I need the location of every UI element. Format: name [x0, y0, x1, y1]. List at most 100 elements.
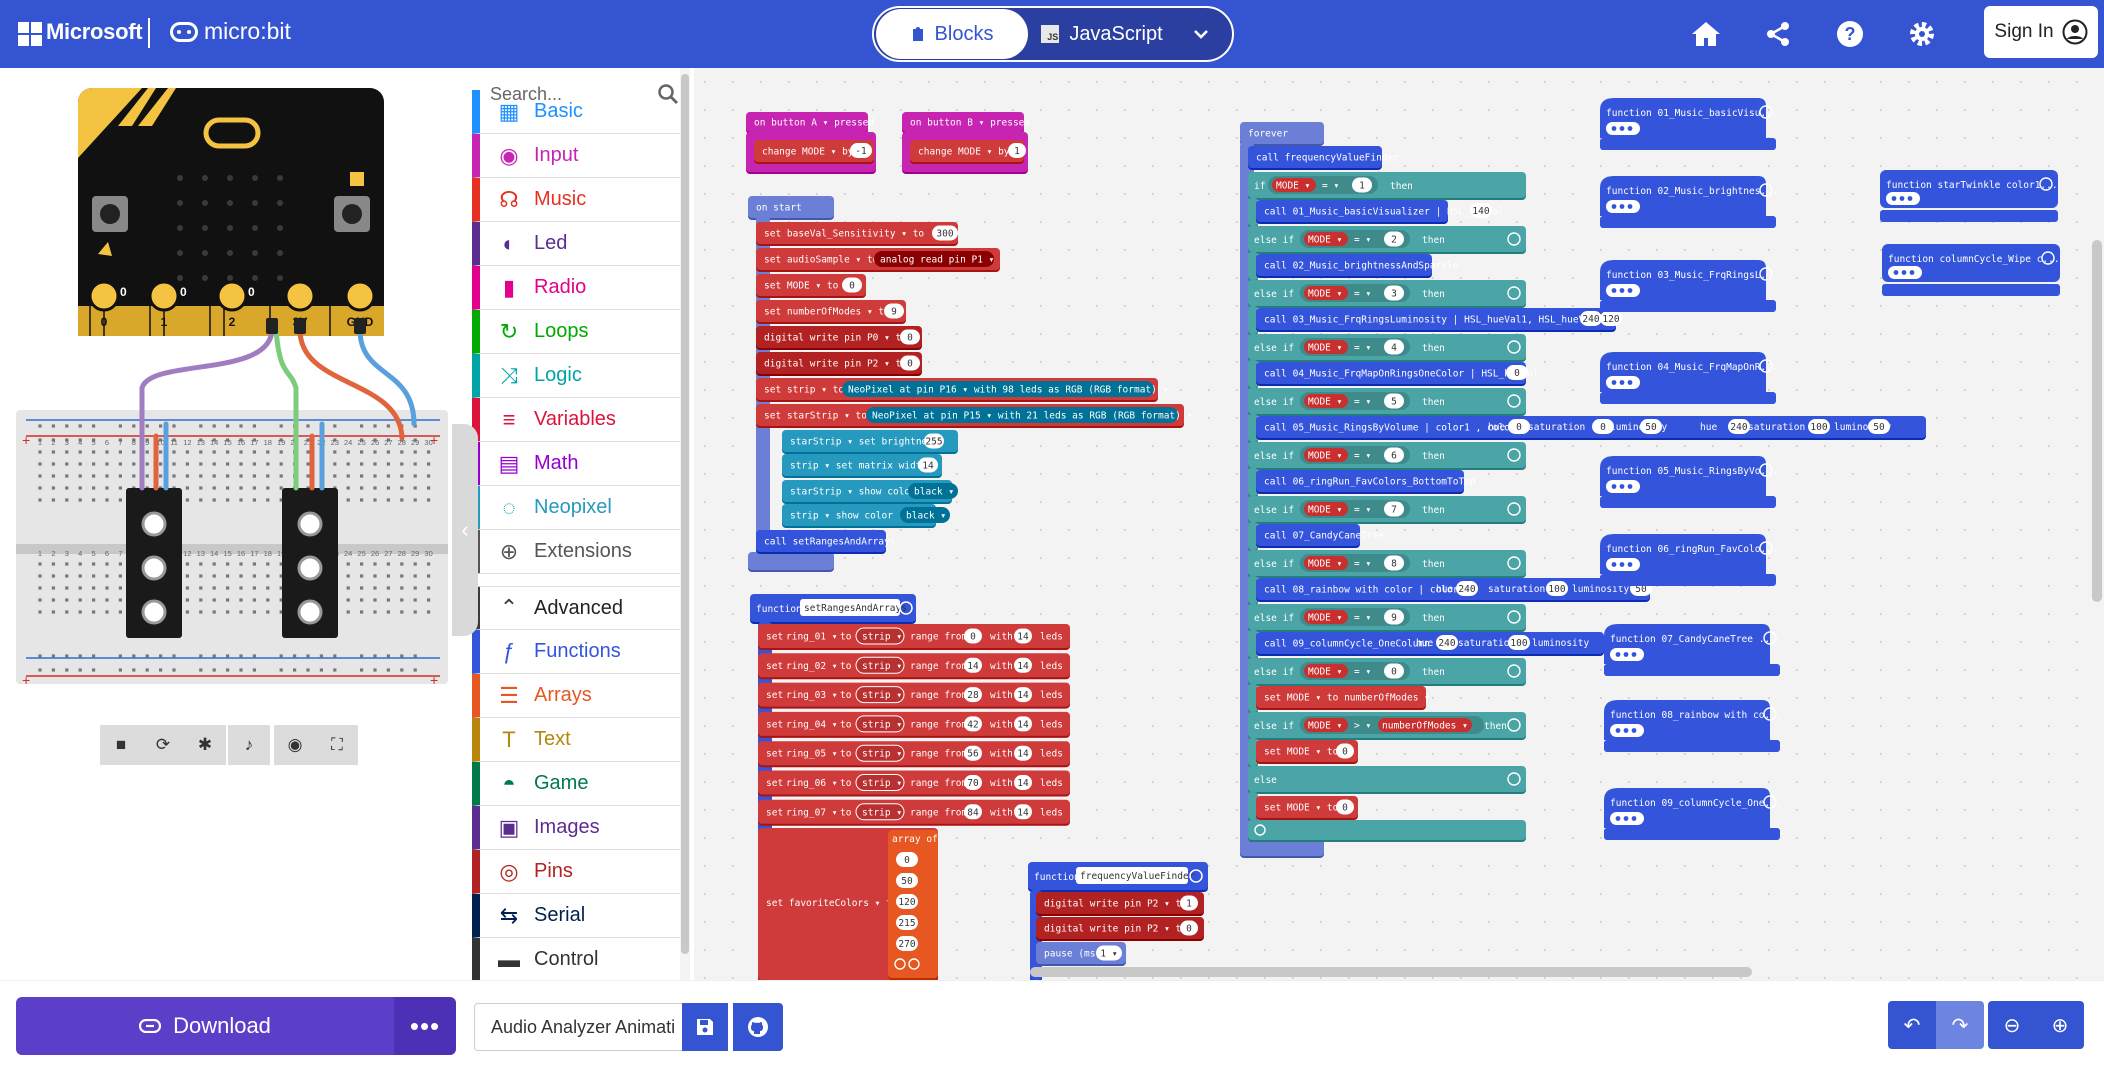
compare-reporter[interactable]: MODE ▾ = ▾	[1300, 338, 1410, 356]
range-with-input[interactable]: 14	[1014, 628, 1032, 644]
mode-var-reporter[interactable]: MODE ▾	[1304, 232, 1348, 246]
mode-var-reporter[interactable]: MODE ▾	[1304, 664, 1348, 678]
forever-hat[interactable]: forever	[1240, 122, 1324, 146]
category-neopixel[interactable]: ◌ Neopixel	[472, 486, 680, 530]
statement-value-input[interactable]: 0	[1180, 920, 1198, 936]
search-icon[interactable]	[656, 82, 680, 106]
compare-reporter[interactable]: MODE ▾ > ▾ numberOfModes ▾	[1300, 716, 1484, 734]
mode-var-reporter[interactable]: MODE ▾	[1304, 340, 1348, 354]
if-branch-spine[interactable]	[1248, 738, 1258, 768]
mode-dropdown-button[interactable]	[1176, 9, 1226, 59]
mode-var-reporter[interactable]: MODE ▾	[1304, 448, 1348, 462]
else-spine[interactable]	[1248, 792, 1258, 822]
category-serial[interactable]: ⇆ Serial	[472, 894, 680, 938]
compare-value-input[interactable]: 0	[1384, 663, 1404, 679]
function-name-field[interactable]: frequencyValueFinder	[1076, 867, 1195, 884]
statement-value-input[interactable]: 0	[900, 329, 920, 345]
mode-var-reporter[interactable]: MODE ▾	[1304, 610, 1348, 624]
category-led[interactable]: ◐ Led	[472, 222, 680, 266]
range-from-input[interactable]: 0	[964, 628, 982, 644]
sign-in-button[interactable]: Sign In	[1984, 6, 2098, 58]
category-radio[interactable]: ▮ Radio	[472, 266, 680, 310]
compare-value-input[interactable]: 5	[1384, 393, 1404, 409]
collapsed-function-block[interactable]: function 09_columnCycle_One...	[1604, 788, 1782, 840]
download-options-button[interactable]: •••	[394, 997, 456, 1055]
compare-value-input[interactable]: 2	[1384, 231, 1404, 247]
download-button[interactable]: Download	[16, 997, 394, 1055]
toolbox-search-input[interactable]	[474, 76, 680, 112]
compare-reporter[interactable]: MODE ▾ = ▾	[1300, 230, 1410, 248]
strip-var-reporter[interactable]: strip ▾	[855, 656, 905, 674]
change-mode-block[interactable]: change MODE ▾ by	[910, 140, 1024, 164]
project-name-input[interactable]	[474, 1003, 682, 1051]
on-start-statement[interactable]: digital write pin P0 ▾ to	[756, 326, 922, 350]
on-start-statement[interactable]: strip ▾ set matrix width	[782, 454, 942, 478]
home-button[interactable]	[1688, 16, 1724, 52]
compare-value-input[interactable]: 4	[1384, 339, 1404, 355]
on-button-a-hat[interactable]: on button A ▾ pressed	[746, 112, 874, 134]
branch-call-block[interactable]: call 07_CandyCaneTree	[1256, 524, 1384, 548]
on-start-statement[interactable]: call setRangesAndArrays	[756, 530, 896, 554]
strip-var-reporter[interactable]: strip ▾	[855, 686, 905, 704]
mode-var-reporter[interactable]: MODE ▾	[1304, 502, 1348, 516]
change-value-input[interactable]: 1	[1008, 143, 1026, 158]
set-mode-value[interactable]: 0	[1336, 743, 1354, 759]
settings-button[interactable]	[1904, 16, 1940, 52]
array-item-input[interactable]: 0	[896, 852, 918, 867]
if-branch-spine[interactable]	[1248, 198, 1258, 228]
statement-reporter[interactable]: NeoPixel at pin P15 ▾ with 21 leds as RG…	[866, 407, 1192, 423]
category-control[interactable]: ▬ Control	[472, 938, 680, 980]
blocks-mode-button[interactable]: Blocks	[876, 9, 1028, 59]
frequency-statement[interactable]: digital write pin P2 ▾ to	[1036, 892, 1204, 916]
range-from-input[interactable]: 70	[964, 775, 982, 790]
collapsed-function-block[interactable]: function 01_Music_basicVisu...	[1600, 98, 1778, 150]
collapsed-function-block[interactable]: function 08_rainbow with co...	[1604, 700, 1782, 752]
if-block-footer[interactable]	[1248, 820, 1526, 842]
strip-var-reporter[interactable]: strip ▾	[855, 803, 905, 821]
call-frequency-block[interactable]: call frequencyValueFinder	[1248, 146, 1399, 170]
stop-simulator-button[interactable]: ■	[100, 725, 142, 765]
range-from-input[interactable]: 28	[964, 687, 982, 703]
statement-value-input[interactable]: 9	[884, 303, 904, 319]
strip-var-reporter[interactable]: strip ▾	[855, 744, 905, 762]
collapsed-function-block[interactable]: function 04_Music_FrqMapOnR...	[1600, 352, 1778, 404]
statement-value-input[interactable]: 0	[842, 277, 862, 293]
call-arg-input[interactable]: 0	[1506, 365, 1528, 380]
if-branch-spine[interactable]	[1248, 252, 1258, 282]
strip-var-reporter[interactable]: strip ▾	[855, 774, 905, 791]
compare-reporter[interactable]: MODE ▾ = ▾	[1300, 554, 1410, 572]
mode-var-reporter[interactable]: MODE ▾	[1272, 178, 1316, 192]
range-with-input[interactable]: 14	[1014, 687, 1032, 703]
on-start-statement[interactable]: strip ▾ show color	[782, 504, 936, 528]
range-from-input[interactable]: 84	[964, 804, 982, 820]
range-from-input[interactable]: 14	[964, 657, 982, 673]
statement-reporter[interactable]: black ▾	[900, 507, 950, 523]
restart-simulator-button[interactable]: ⟳	[142, 725, 184, 765]
branch-call-block[interactable]: set MODE ▾ to numberOfModes ▾	[1256, 686, 1430, 710]
collapsed-function-block[interactable]: function 05_Music_RingsByVo...	[1600, 456, 1778, 508]
set-mode-block[interactable]: set MODE ▾ to	[1256, 740, 1358, 764]
statement-reporter[interactable]: black ▾	[908, 483, 958, 499]
call-arg-input[interactable]: 240	[1728, 419, 1750, 434]
change-mode-block[interactable]: change MODE ▾ by	[754, 140, 874, 164]
category-images[interactable]: ▣ Images	[472, 806, 680, 850]
if-branch-spine[interactable]	[1248, 414, 1258, 444]
branch-call-block[interactable]: call 01_Music_basicVisualizer | HSL_hueV…	[1256, 200, 1504, 224]
set-ring-range-block[interactable]	[758, 653, 1070, 680]
zoom-out-button[interactable]: ⊖	[1988, 1001, 2036, 1049]
call-arg-input[interactable]: 0	[1592, 419, 1614, 434]
collapsed-function-block[interactable]: function starTwinkle color1...	[1880, 170, 2058, 222]
if-branch-spine[interactable]	[1248, 630, 1258, 660]
call-arg-input[interactable]: 240	[1580, 311, 1602, 326]
category-logic[interactable]: ⤨ Logic	[472, 354, 680, 398]
call-arg-input[interactable]: 0	[1508, 419, 1530, 434]
set-mode-value[interactable]: 0	[1336, 799, 1354, 815]
save-project-button[interactable]	[682, 1003, 728, 1051]
share-button[interactable]	[1760, 16, 1796, 52]
call-arg-input[interactable]: 100	[1546, 581, 1568, 596]
else-branch[interactable]	[1248, 766, 1526, 794]
compare-value-input[interactable]: 9	[1384, 609, 1404, 625]
category-input[interactable]: ◉ Input	[472, 134, 680, 178]
javascript-mode-button[interactable]: JS JavaScript	[1028, 9, 1176, 59]
call-arg-input[interactable]: 100	[1808, 419, 1830, 434]
